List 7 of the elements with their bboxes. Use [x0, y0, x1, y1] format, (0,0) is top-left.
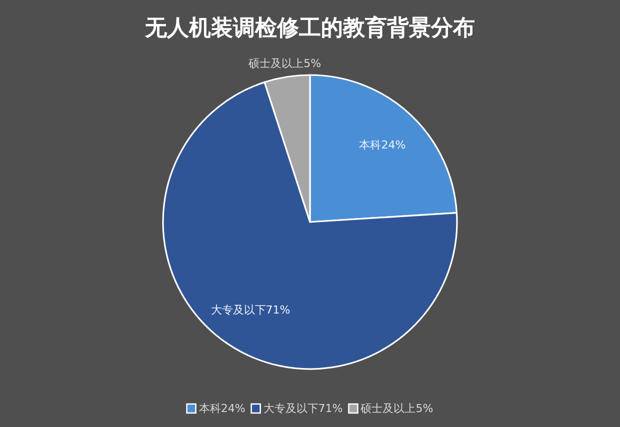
legend-label: 本科24% [198, 402, 246, 415]
data-label: 硕士及以上5% [248, 56, 322, 70]
legend-label: 大专及以下71% [263, 402, 343, 415]
chart-title: 无人机装调检修工的教育背景分布 [144, 15, 475, 41]
data-label: 大专及以下71% [210, 303, 290, 316]
data-label: 本科24% [359, 138, 406, 152]
legend-label: 硕士及以上5% [360, 402, 434, 415]
